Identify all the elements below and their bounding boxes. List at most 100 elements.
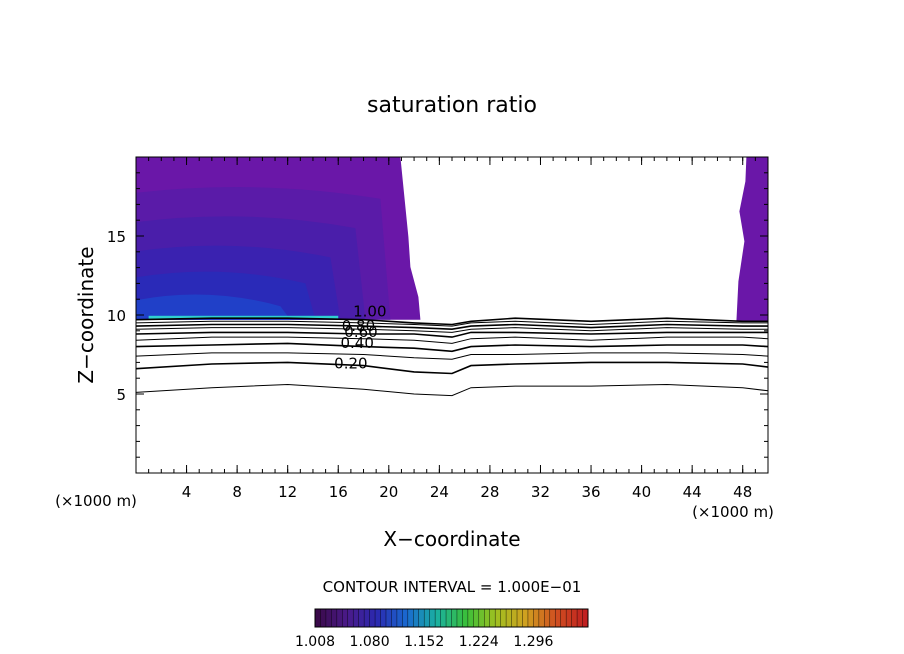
colorbar-cell	[555, 609, 562, 627]
contour-line	[135, 331, 768, 338]
chart-title: saturation ratio	[367, 93, 537, 118]
colorbar-cell	[413, 609, 420, 627]
colorbar-cell	[391, 609, 398, 627]
contour-line-layer	[135, 317, 769, 397]
colorbar-tick-label: 1.224	[459, 634, 499, 650]
colorbar-cell	[571, 609, 578, 627]
contour-label: 1.00	[353, 303, 386, 321]
colorbar-cell	[407, 609, 414, 627]
colorbar-cell	[435, 609, 442, 627]
colorbar-cell	[456, 609, 463, 627]
x-tick-label: 44	[683, 483, 702, 501]
x-axis-ticks: 4 8 12 16 20 24 28 32 36 40 44 48	[148, 157, 756, 501]
colorbar-tick-label: 1.008	[295, 634, 335, 650]
contour-line	[135, 336, 769, 344]
colorbar-cell	[440, 609, 447, 627]
colorbar-cell	[402, 609, 409, 627]
colorbar-cell	[462, 609, 469, 627]
x-tick-label: 28	[480, 483, 499, 501]
colorbar-cell	[566, 609, 573, 627]
x-tick-label: 8	[232, 483, 242, 501]
shaded-band	[136, 294, 291, 320]
colorbar-cell	[538, 609, 545, 627]
colorbar-cell	[396, 609, 403, 627]
x-tick-label: 24	[430, 483, 449, 501]
colorbar-cell	[385, 609, 392, 627]
contour-line	[135, 327, 768, 333]
colorbar-cell	[549, 609, 556, 627]
contour-line	[135, 320, 768, 327]
y-tick-label: 5	[116, 386, 126, 404]
colorbar-cell	[418, 609, 425, 627]
colorbar-cell	[451, 609, 458, 627]
y-axis-ticks: 5 10 15	[107, 172, 768, 458]
x-tick-label: 20	[379, 483, 398, 501]
colorbar-cell	[315, 609, 321, 627]
contour-label-layer: 1.000.800.600.40 0.20	[334, 303, 386, 373]
colorbar-cell	[506, 609, 513, 627]
colorbar-cell	[446, 609, 452, 627]
colorbar-cell	[375, 609, 382, 627]
colorbar-cell	[533, 609, 540, 627]
colorbar-tick-label: 1.152	[404, 634, 444, 650]
x-tick-label: 4	[182, 483, 192, 501]
colorbar-cell	[473, 609, 480, 627]
x-axis-label: X−coordinate	[383, 527, 520, 551]
contour-line	[135, 383, 769, 397]
colorbar-frame	[314, 608, 589, 628]
colorbar-cell	[353, 609, 360, 627]
colorbar-cell	[364, 609, 371, 627]
x-tick-label: 32	[531, 483, 550, 501]
colorbar-cell	[489, 609, 496, 627]
x-unit-left: (×1000 m)	[55, 492, 137, 510]
shaded-fill-layer	[136, 157, 768, 322]
contour-label: 0.80	[342, 317, 375, 335]
colorbar-cell	[495, 609, 502, 627]
colorbar-cell	[336, 609, 343, 627]
colorbar-ticks: 1.008 1.080 1.152 1.224 1.296	[295, 634, 554, 650]
contour-line	[135, 361, 769, 375]
peak-band	[148, 315, 339, 319]
contour-line	[135, 352, 769, 360]
y-tick-label: 10	[107, 307, 126, 325]
colorbar-cell	[358, 609, 365, 627]
colorbar-cell	[380, 609, 387, 627]
colorbar	[314, 608, 589, 628]
colorbar-cell	[320, 609, 327, 627]
colorbar-cell	[544, 609, 551, 627]
x-tick-label: 48	[733, 483, 752, 501]
colorbar-cell	[527, 609, 534, 627]
colorbar-cell	[484, 609, 491, 627]
colorbar-cell	[517, 609, 523, 627]
colorbar-cell	[424, 609, 431, 627]
shaded-region	[736, 157, 768, 322]
y-axis-label: Z−coordinate	[74, 246, 98, 383]
contour-line	[135, 317, 768, 326]
x-tick-label: 16	[329, 483, 348, 501]
colorbar-tick-label: 1.080	[350, 634, 390, 650]
contour-label: 0.60	[344, 323, 377, 341]
x-unit-right: (×1000 m)	[692, 503, 774, 521]
colorbar-cell	[342, 609, 349, 627]
colorbar-cell	[582, 609, 589, 627]
colorbar-cell	[429, 609, 436, 627]
colorbar-cell	[560, 609, 567, 627]
colorbar-cell	[331, 609, 338, 627]
y-tick-label: 15	[107, 228, 126, 246]
x-tick-label: 12	[278, 483, 297, 501]
colorbar-cell	[577, 609, 584, 627]
colorbar-cell	[325, 609, 332, 627]
contour-label: 0.40	[340, 334, 373, 352]
colorbar-cell	[347, 609, 354, 627]
colorbar-cell	[478, 609, 485, 627]
contour-line	[135, 342, 769, 353]
colorbar-cell	[369, 609, 376, 627]
colorbar-tick-label: 1.296	[513, 634, 553, 650]
x-tick-label: 40	[632, 483, 651, 501]
colorbar-cell	[467, 609, 474, 627]
colorbar-cell	[500, 609, 507, 627]
colorbar-cell	[522, 609, 529, 627]
contour-label: 0.20	[334, 355, 367, 373]
x-tick-label: 36	[581, 483, 600, 501]
